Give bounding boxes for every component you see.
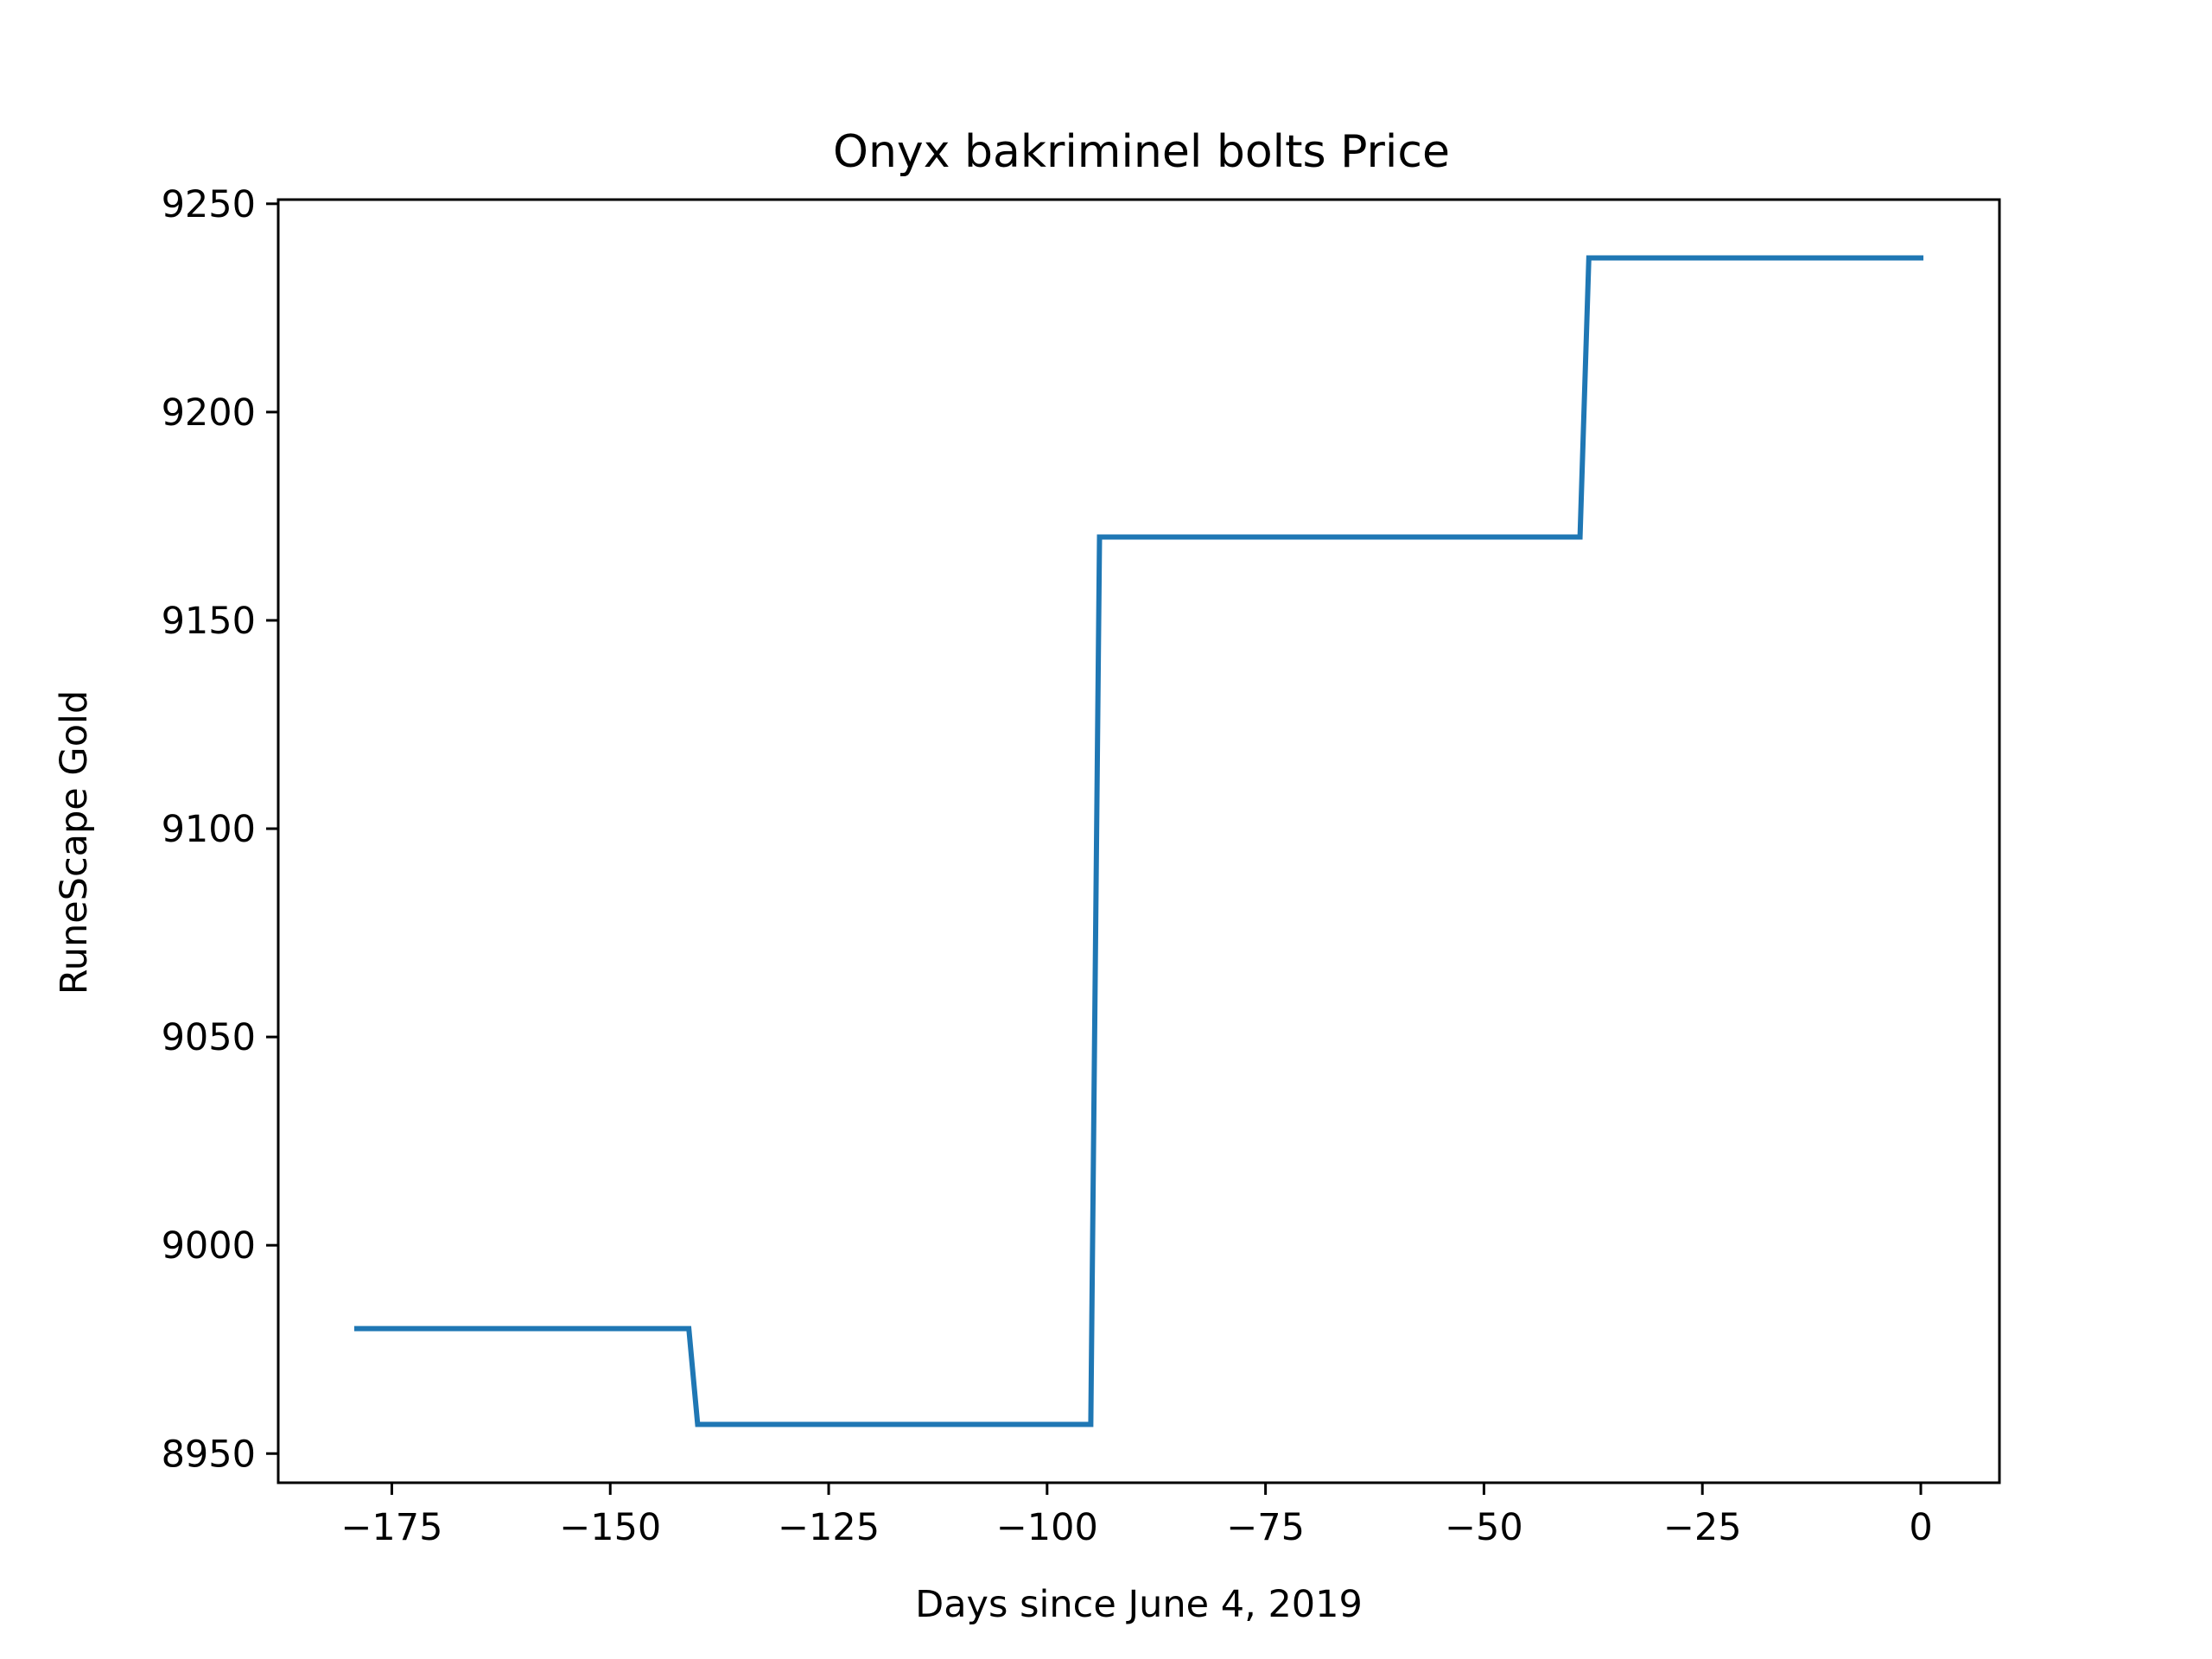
y-axis-ticks: 8950 9000 9050 9100 9150 9200 9250	[162, 183, 278, 1476]
y-tick-label: 8950	[162, 1433, 256, 1476]
y-tick-label: 9200	[162, 391, 256, 435]
plot-layer	[354, 255, 1923, 1427]
y-tick-label: 9000	[162, 1224, 256, 1268]
x-axis-ticks: −175 −150 −125 −100 −75 −50 −25 0	[340, 1483, 1933, 1549]
y-tick-label: 9050	[162, 1016, 256, 1059]
plot-frame	[276, 198, 2001, 1484]
chart-title: Onyx bakriminel bolts Price	[833, 126, 1450, 178]
x-tick-label: 0	[1909, 1506, 1932, 1549]
x-tick-label: −150	[559, 1506, 661, 1549]
x-tick-label: −125	[778, 1506, 880, 1549]
x-tick-label: −50	[1445, 1506, 1523, 1549]
series-line-0	[354, 255, 1923, 1427]
x-tick-label: −25	[1663, 1506, 1742, 1549]
x-tick-label: −175	[340, 1506, 442, 1549]
y-axis-label: RuneScape Gold	[53, 690, 96, 995]
y-tick-label: 9250	[162, 183, 256, 226]
y-tick-label: 9150	[162, 600, 256, 643]
y-tick-label: 9100	[162, 808, 256, 851]
x-tick-label: −100	[996, 1506, 1098, 1549]
x-tick-label: −75	[1226, 1506, 1305, 1549]
x-axis-label: Days since June 4, 2019	[915, 1583, 1363, 1626]
